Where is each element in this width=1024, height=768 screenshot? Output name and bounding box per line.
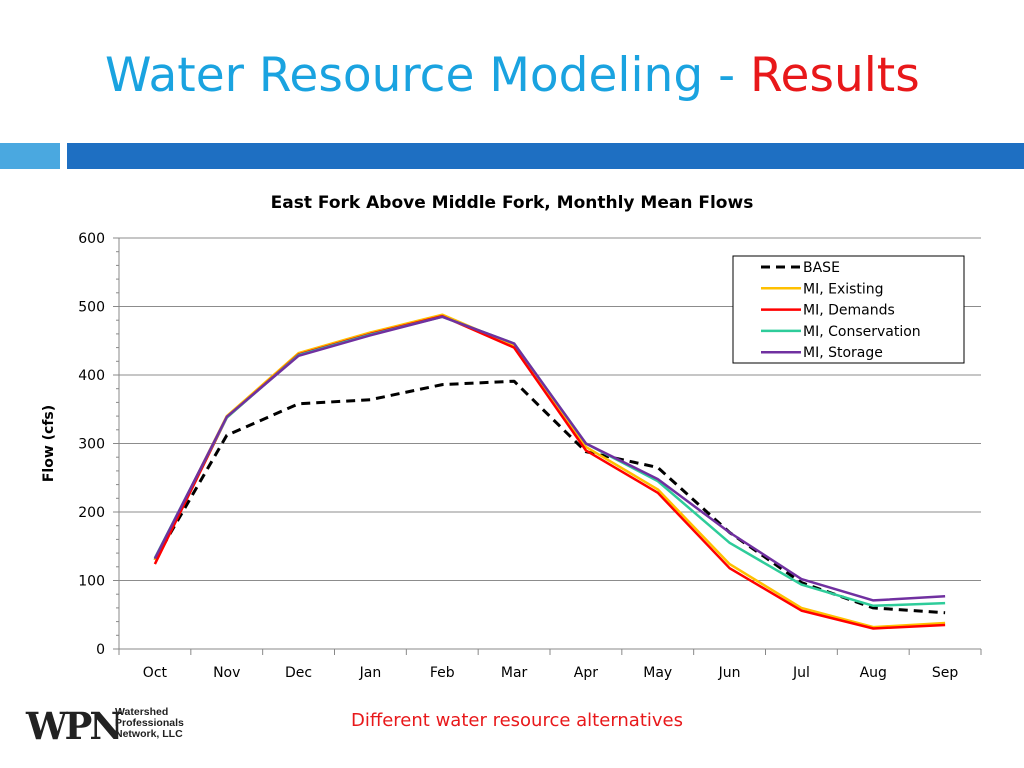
y-tick-label: 300 (78, 437, 105, 453)
logo-letters: WPN (26, 704, 123, 748)
logo-line-2: Professionals (115, 717, 184, 729)
series-line (153, 315, 946, 602)
y-tick-label: 600 (78, 231, 105, 247)
logo-line-1: Watershed (115, 706, 169, 718)
x-tick-label: Apr (574, 665, 598, 681)
x-tick-label: Nov (213, 665, 240, 681)
x-tick-label: Sep (932, 665, 959, 681)
header-band-right (67, 143, 1024, 169)
header-band-left (0, 143, 60, 169)
y-axis-label: Flow (cfs) (41, 405, 57, 482)
x-tick-label: Aug (860, 665, 887, 681)
legend-label: MI, Storage (803, 345, 883, 361)
legend-label: BASE (803, 260, 840, 276)
legend-label: MI, Demands (803, 303, 895, 319)
slide-title-accent: Results (750, 48, 920, 103)
series-line (153, 379, 946, 615)
chart-title: East Fork Above Middle Fork, Monthly Mea… (270, 193, 754, 213)
logo-line-3: Network, LLC (115, 728, 183, 740)
y-tick-label: 500 (78, 300, 105, 316)
y-tick-label: 100 (78, 574, 105, 590)
x-tick-label: Feb (430, 665, 455, 681)
y-tick-label: 200 (78, 505, 105, 521)
slide-title-main: Water Resource Modeling - (105, 48, 750, 103)
y-tick-label: 400 (78, 368, 105, 384)
legend-label: MI, Existing (803, 281, 884, 297)
x-tick-label: May (643, 665, 672, 681)
legend-label: MI, Conservation (803, 324, 921, 340)
logo-text: Watershed Professionals Network, LLC (115, 707, 184, 740)
y-tick-label: 0 (96, 642, 105, 658)
slide-caption: Different water resource alternatives (350, 710, 684, 731)
x-tick-label: Dec (285, 665, 312, 681)
x-tick-label: Jan (359, 665, 382, 681)
x-tick-label: Oct (143, 665, 168, 681)
slide-title: Water Resource Modeling - Results (105, 46, 920, 106)
x-tick-label: Jul (792, 665, 810, 681)
x-tick-label: Jun (718, 665, 741, 681)
x-tick-label: Mar (501, 665, 528, 681)
